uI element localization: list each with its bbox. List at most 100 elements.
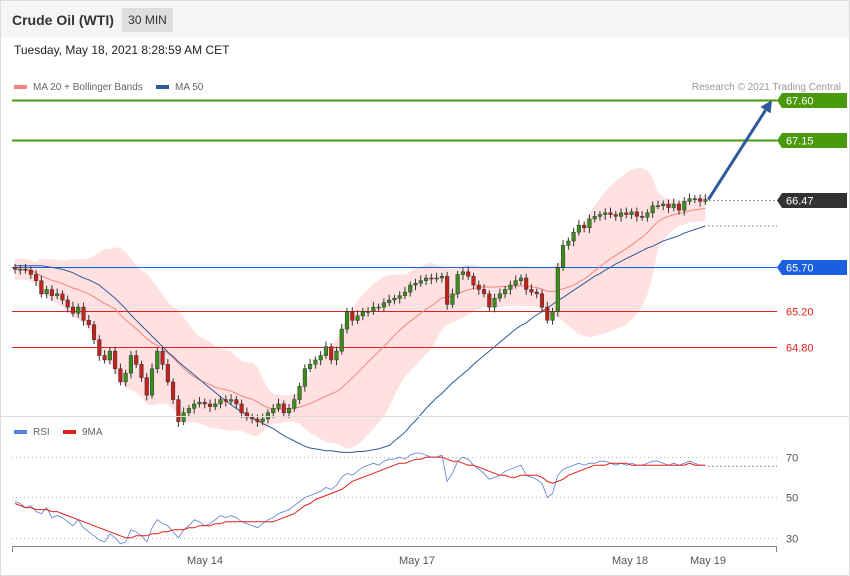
bullish-candle-body — [276, 403, 281, 409]
candle — [344, 307, 350, 334]
candle — [655, 200, 660, 210]
candle — [197, 396, 202, 408]
candle — [144, 373, 149, 401]
candle — [371, 301, 376, 315]
bullish-candle-body — [402, 291, 408, 296]
ma50-line — [15, 225, 706, 453]
bullish-candle-body — [434, 277, 439, 280]
bullish-candle-body — [18, 268, 23, 271]
bearish-candle-body — [698, 198, 703, 202]
bearish-candle-body — [134, 355, 139, 365]
bullish-candle-body — [213, 403, 218, 407]
ma20-legend-swatch — [14, 85, 27, 89]
x-tick-label: May 14 — [187, 555, 223, 567]
bullish-candle-body — [413, 283, 418, 286]
bearish-candle-body — [86, 320, 91, 325]
bearish-candle-body — [429, 277, 434, 280]
candle — [281, 400, 286, 418]
bullish-candle-body — [566, 240, 571, 246]
bullish-candle-body — [355, 315, 360, 321]
candle — [381, 298, 386, 313]
candle — [134, 350, 139, 368]
bearish-candle-body — [350, 311, 355, 321]
candle — [81, 302, 86, 326]
candle — [492, 293, 497, 313]
candle — [513, 275, 518, 289]
bearish-candle-body — [139, 364, 144, 378]
candle — [23, 263, 28, 274]
candle — [418, 275, 423, 287]
candle — [165, 359, 170, 386]
bearish-candle-body — [250, 416, 255, 420]
candle — [292, 394, 297, 412]
candle — [576, 219, 581, 236]
level-flag — [777, 93, 847, 108]
support-level-tag: 65.20 — [786, 307, 814, 319]
bearish-candle-body — [23, 268, 28, 271]
bullish-candle-body — [186, 408, 191, 414]
rsi-tick-label: 30 — [786, 534, 798, 546]
bearish-candle-body — [329, 346, 334, 361]
candle — [619, 208, 624, 222]
candle — [439, 272, 444, 283]
bearish-candle-body — [666, 203, 671, 208]
bullish-candle-body — [360, 311, 365, 317]
candle — [366, 307, 371, 317]
ma20-legend-label: MA 20 + Bollinger Bands — [33, 82, 143, 93]
bearish-candle-body — [445, 275, 450, 305]
timeframe-badge[interactable]: 30 MIN — [122, 8, 173, 32]
bearish-candle-body — [466, 271, 471, 277]
bullish-candle-body — [497, 293, 502, 299]
candle — [276, 398, 281, 412]
x-tick-label: May 18 — [612, 555, 648, 567]
candle — [218, 396, 223, 409]
candle — [424, 274, 429, 286]
candle — [297, 382, 302, 404]
candle — [508, 280, 513, 295]
level-label: 67.15 — [786, 136, 814, 148]
price-levels: 67.60 67.15 66.47 65.70 65.20 64.80 — [12, 93, 847, 355]
pivot-level-tag: 65.70 — [777, 260, 847, 275]
ma9-legend-label: 9MA — [82, 427, 103, 438]
candle — [392, 294, 397, 305]
bullish-candle-body — [687, 198, 692, 202]
candle — [387, 294, 392, 307]
candle — [118, 363, 123, 386]
timestamp: Tuesday, May 18, 2021 8:28:59 AM CET — [14, 43, 230, 57]
bearish-candle-body — [81, 306, 86, 321]
candle — [102, 350, 107, 364]
header-bar: Crude Oil (WTI) 30 MIN — [1, 1, 849, 37]
level-flag — [777, 260, 847, 275]
bullish-candle-body — [181, 412, 186, 422]
bearish-candle-body — [113, 350, 118, 369]
candle — [445, 271, 450, 310]
rsi-pane: 70 50 30 — [12, 453, 798, 546]
bearish-candle-body — [12, 267, 18, 270]
bearish-candle-body — [640, 216, 645, 218]
bullish-candle-body — [344, 311, 350, 330]
bollinger-bands — [15, 168, 706, 449]
candle — [466, 266, 471, 280]
candle — [698, 194, 703, 207]
bullish-candle-body — [550, 311, 555, 321]
bullish-candle-body — [603, 212, 608, 215]
candle — [561, 240, 566, 271]
bullish-candle-body — [107, 350, 112, 361]
bullish-candle-body — [418, 280, 423, 284]
bullish-candle-body — [408, 284, 413, 293]
bearish-candle-body — [70, 306, 76, 314]
bullish-candle-body — [123, 372, 128, 383]
candle — [450, 288, 455, 308]
candle — [402, 286, 408, 300]
bullish-candle-body — [424, 277, 429, 281]
candle — [582, 221, 587, 233]
candle — [603, 208, 608, 220]
bullish-candle-body — [286, 408, 292, 414]
candle — [497, 288, 502, 302]
x-axis: May 14 May 17 May 18 May 19 — [12, 546, 777, 567]
candle — [360, 307, 365, 321]
bearish-candle-body — [202, 401, 207, 405]
bearish-candle-body — [171, 381, 176, 400]
candle — [329, 343, 334, 365]
candle — [207, 399, 213, 412]
